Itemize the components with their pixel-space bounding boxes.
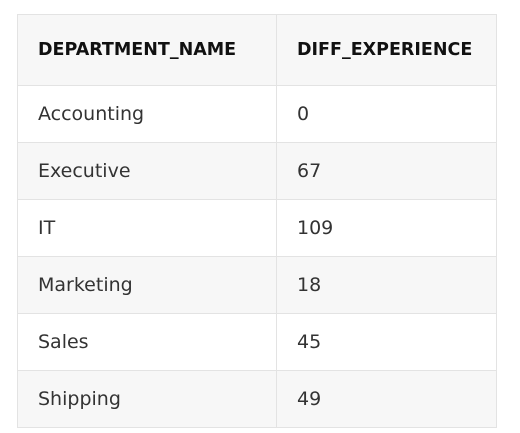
diff-experience-cell: 67	[276, 142, 497, 200]
table-row: Sales 45	[17, 313, 497, 371]
diff-experience-cell: 45	[276, 313, 497, 371]
query-result-table: DEPARTMENT_NAME DIFF_EXPERIENCE Accounti…	[17, 14, 497, 428]
diff-experience-cell: 0	[276, 85, 497, 143]
table-row: Marketing 18	[17, 256, 497, 314]
table-row: Shipping 49	[17, 370, 497, 428]
column-header-diff-experience: DIFF_EXPERIENCE	[276, 14, 497, 86]
diff-experience-cell: 109	[276, 199, 497, 257]
table-header: DEPARTMENT_NAME DIFF_EXPERIENCE	[17, 14, 497, 86]
header-row: DEPARTMENT_NAME DIFF_EXPERIENCE	[17, 14, 497, 86]
department-name-cell: IT	[17, 199, 277, 257]
table-row: Accounting 0	[17, 85, 497, 143]
diff-experience-cell: 18	[276, 256, 497, 314]
department-name-cell: Shipping	[17, 370, 277, 428]
table-row: Executive 67	[17, 142, 497, 200]
department-name-cell: Accounting	[17, 85, 277, 143]
department-name-cell: Executive	[17, 142, 277, 200]
table-body: Accounting 0 Executive 67 IT 109 Marketi…	[17, 85, 497, 428]
department-name-cell: Marketing	[17, 256, 277, 314]
table-row: IT 109	[17, 199, 497, 257]
diff-experience-cell: 49	[276, 370, 497, 428]
department-name-cell: Sales	[17, 313, 277, 371]
column-header-department-name: DEPARTMENT_NAME	[17, 14, 277, 86]
